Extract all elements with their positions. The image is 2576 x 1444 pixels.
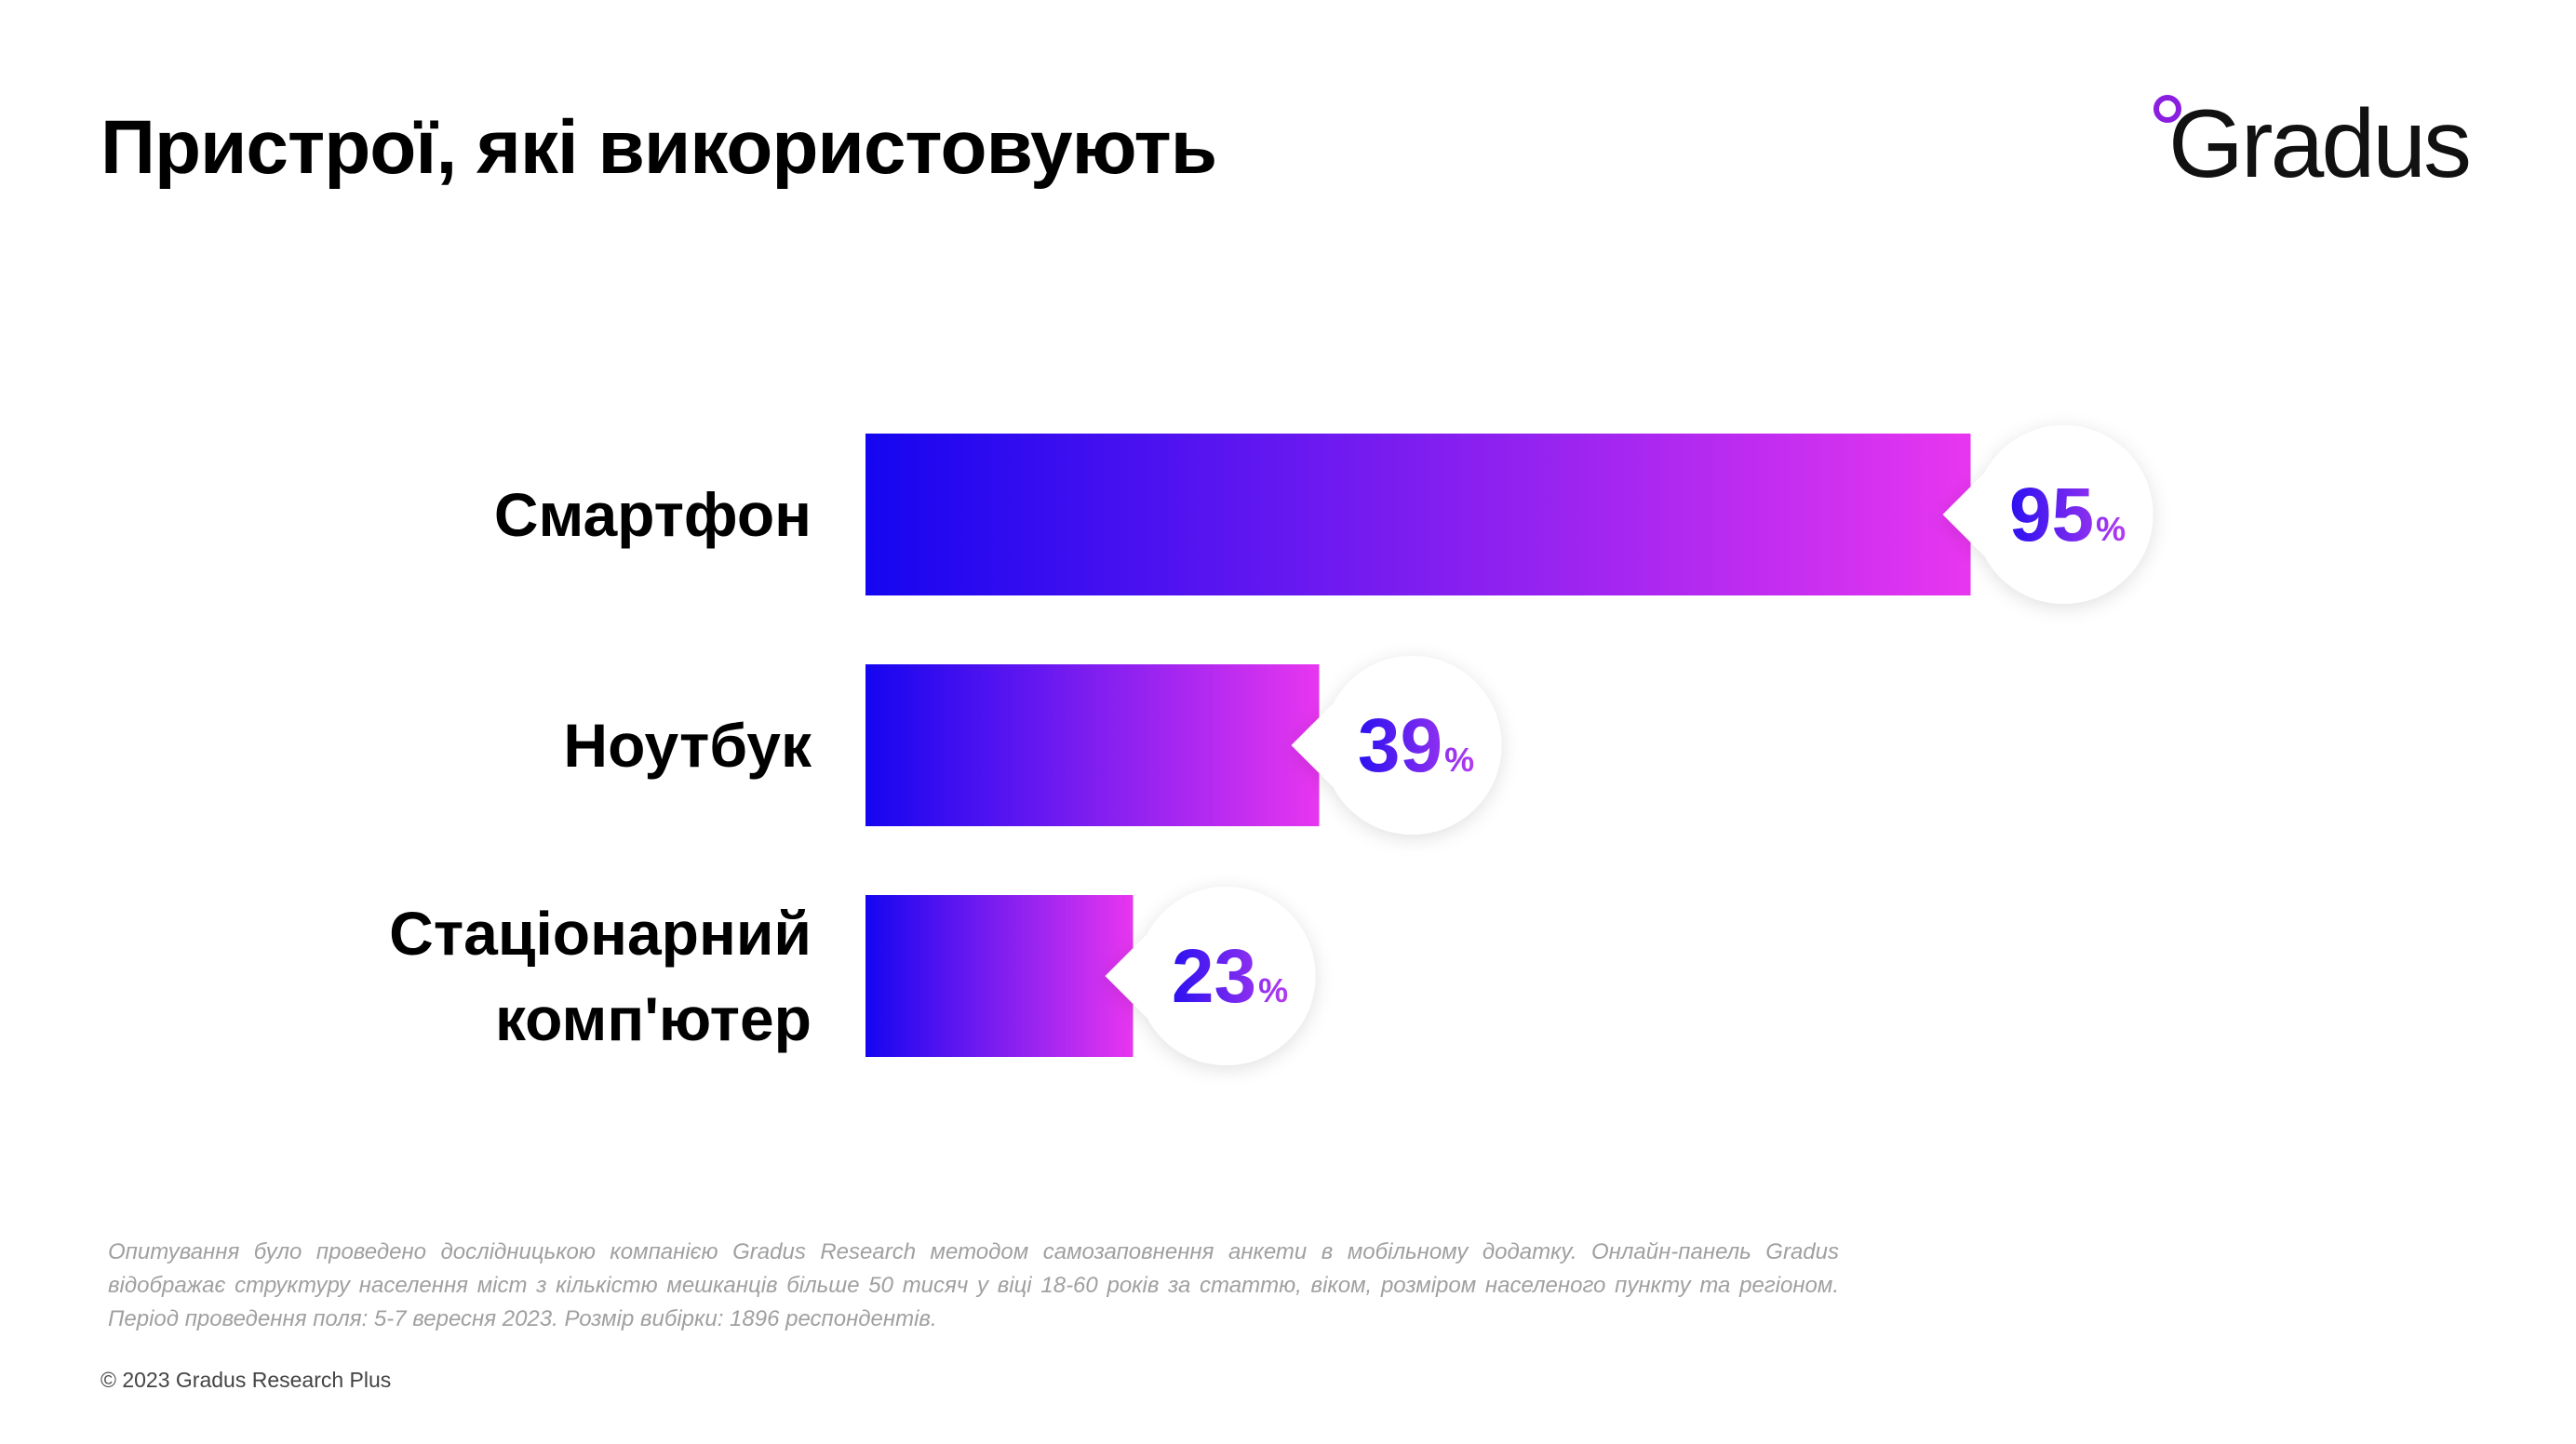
- value-bubble-pointer-2: [1105, 935, 1147, 1017]
- logo-text: Gradus: [2168, 90, 2472, 198]
- copyright: © 2023 Gradus Research Plus: [101, 1368, 392, 1392]
- page-title: Пристрої, які використовують: [101, 105, 1217, 190]
- value-percent-0: %: [2096, 510, 2126, 548]
- bar-2: [865, 895, 1134, 1057]
- value-label-1: 39%: [1358, 703, 1474, 788]
- value-bubble-1: [1291, 656, 1502, 835]
- value-number-0: 95: [2009, 473, 2094, 557]
- gradus-logo: Gradus: [2140, 89, 2513, 201]
- category-label-2-1: комп'ютер: [495, 984, 812, 1053]
- value-bubble-circle-2: [1136, 887, 1316, 1065]
- survey-footnote: Опитування було проведено дослідницькою …: [108, 1239, 1839, 1331]
- value-number-1: 39: [1358, 703, 1442, 788]
- category-label-0-0: Смартфон: [494, 480, 812, 549]
- value-bubble-2: [1105, 887, 1316, 1065]
- value-label-0: 95%: [2009, 473, 2126, 557]
- value-percent-2: %: [1258, 971, 1288, 1009]
- logo-dot-icon: [2153, 95, 2181, 123]
- value-bubble-pointer-1: [1291, 704, 1333, 786]
- value-number-2: 23: [1172, 934, 1256, 1019]
- value-percent-1: %: [1444, 741, 1474, 779]
- value-label-2: 23%: [1172, 934, 1288, 1019]
- value-bubble-pointer-0: [1942, 474, 1984, 555]
- bar-0: [865, 434, 1971, 595]
- category-label-2-0: Стаціонарний: [389, 899, 812, 968]
- value-bubble-circle-0: [1974, 425, 2153, 604]
- value-bubble-0: [1942, 425, 2153, 604]
- category-label-1-0: Ноутбук: [563, 711, 812, 780]
- value-bubble-circle-1: [1322, 656, 1502, 835]
- bar-1: [865, 664, 1320, 826]
